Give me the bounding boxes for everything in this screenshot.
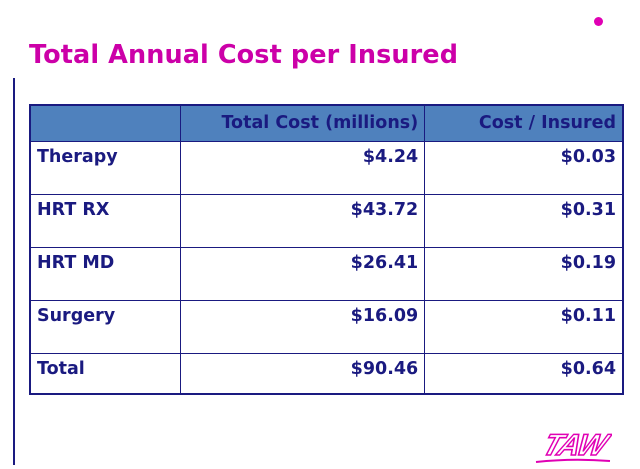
row-cost-per-insured: $0.64 [424,352,624,395]
slide-title: Total Annual Cost per Insured [29,40,459,70]
row-total-cost: $90.46 [180,352,426,395]
row-cost-per-insured: $0.03 [424,140,624,195]
header-total-cost: Total Cost (millions) [180,104,426,142]
bullet-dot-decoration [594,17,603,26]
table-header-row: Total Cost (millions) Cost / Insured [29,104,624,142]
row-total-cost: $4.24 [180,140,426,195]
row-cost-per-insured: $0.11 [424,299,624,354]
row-category: HRT RX [29,193,182,248]
row-total-cost: $26.41 [180,246,426,301]
table-total-row: Total $90.46 $0.64 [29,352,624,395]
row-category: Surgery [29,299,182,354]
left-accent-line [13,78,15,465]
taw-logo: TAW [535,427,612,463]
row-category: Total [29,352,182,395]
row-cost-per-insured: $0.19 [424,246,624,301]
row-total-cost: $16.09 [180,299,426,354]
table-row: Surgery $16.09 $0.11 [29,299,624,354]
table-row: HRT RX $43.72 $0.31 [29,193,624,248]
row-category: HRT MD [29,246,182,301]
row-cost-per-insured: $0.31 [424,193,624,248]
table-row: HRT MD $26.41 $0.19 [29,246,624,301]
row-category: Therapy [29,140,182,195]
row-total-cost: $43.72 [180,193,426,248]
header-category [29,104,182,142]
taw-logo-text: TAW [539,428,612,462]
table-row: Therapy $4.24 $0.03 [29,140,624,195]
cost-table: Total Cost (millions) Cost / Insured The… [29,104,624,395]
header-cost-per-insured: Cost / Insured [424,104,624,142]
